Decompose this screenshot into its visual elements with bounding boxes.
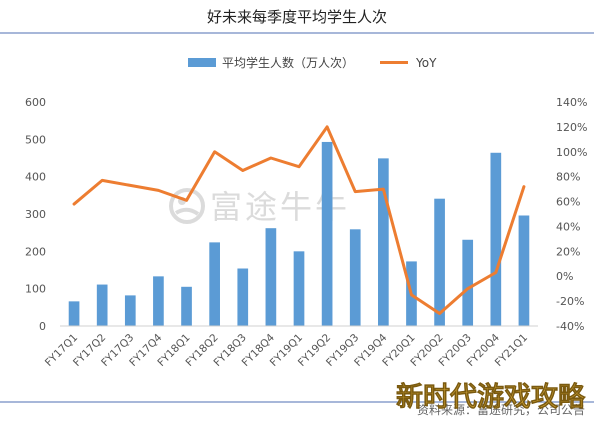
right-tick-label: 60% [556,196,580,209]
overlay-watermark-text: 新时代游戏攻略 [396,381,586,413]
legend: 平均学生人数（万人次） YoY [188,55,437,70]
legend-label-bar: 平均学生人数（万人次） [222,55,354,70]
left-tick-label: 400 [25,171,46,184]
legend-swatch-bar [188,58,216,67]
left-tick-label: 300 [25,208,46,221]
right-tick-label: 100% [556,146,587,159]
left-tick-label: 0 [39,320,46,333]
right-tick-label: 140% [556,96,587,109]
bar-series [69,142,530,326]
right-tick-label: 40% [556,220,580,233]
left-tick-label: 600 [25,96,46,109]
bar-FY21Q1 [519,215,530,326]
right-axis: -40% -20% 0% 20% 40% 60% 80% 100% 120% 140% [556,96,587,333]
right-tick-label: 20% [556,245,580,258]
bar-FY20Q2 [434,199,445,326]
right-tick-label: 80% [556,171,580,184]
bar-FY17Q3 [125,295,136,326]
bar-FY19Q4 [378,158,389,326]
left-axis: 0 100 200 300 400 500 600 [25,96,46,333]
bar-FY18Q1 [181,287,192,326]
bar-FY20Q3 [462,240,473,326]
chart-title: 好未来每季度平均学生人次 [207,8,387,26]
bar-FY19Q1 [294,251,305,326]
left-tick-label: 200 [25,245,46,258]
legend-label-line: YoY [415,56,437,70]
bar-FY17Q1 [69,301,80,326]
bar-FY19Q2 [322,142,333,326]
x-axis: FY17Q1FY17Q2FY17Q3FY17Q4FY18Q1FY18Q2FY18… [43,326,538,369]
left-tick-label: 500 [25,133,46,146]
left-tick-label: 100 [25,283,46,296]
right-tick-label: 120% [556,121,587,134]
right-tick-label: -40% [556,320,584,333]
bar-FY18Q2 [209,242,220,326]
right-tick-label: -20% [556,295,584,308]
bar-FY20Q4 [490,153,501,326]
bar-FY19Q3 [350,229,361,326]
bar-FY17Q4 [153,276,164,326]
bar-FY17Q2 [97,285,108,326]
right-tick-label: 0% [556,270,573,283]
bar-FY18Q4 [266,228,277,326]
futu-logo-icon [171,190,203,222]
bar-FY18Q3 [237,269,248,326]
